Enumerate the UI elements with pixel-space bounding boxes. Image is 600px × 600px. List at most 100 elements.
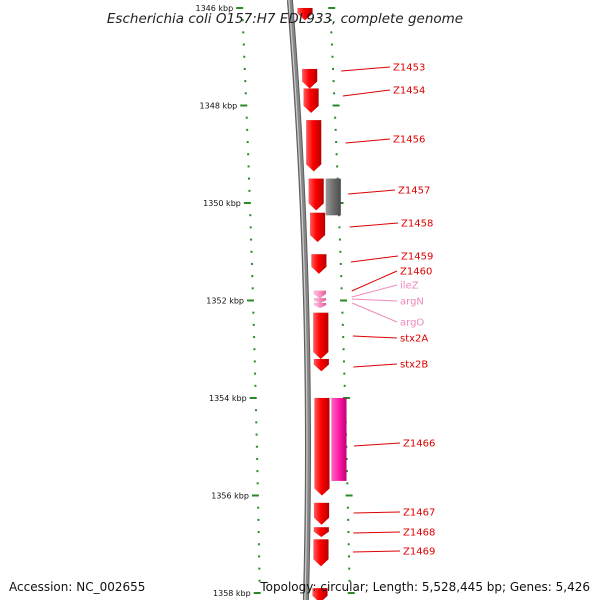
minor-tick-left [249, 226, 252, 229]
gene-label-z1467[interactable]: Z1467 [403, 508, 435, 519]
minor-tick-right [346, 470, 349, 473]
leader-line-z1453 [341, 66, 391, 72]
minor-tick-right [347, 531, 350, 534]
tick-label: 1358 kbp [213, 589, 251, 598]
minor-tick-left [253, 360, 256, 363]
minor-tick-left [257, 531, 260, 534]
gene-label-z1457[interactable]: Z1457 [398, 186, 430, 197]
leader-line-z1454 [342, 89, 391, 97]
minor-tick-left [242, 43, 245, 46]
minor-tick-left [256, 457, 259, 460]
accession-text: Accession: NC_002655 [9, 580, 146, 594]
minor-tick-right [347, 518, 350, 521]
gene-label-z1460[interactable]: Z1460 [400, 267, 432, 278]
minor-tick-right [348, 579, 351, 582]
minor-tick-left [244, 92, 247, 95]
feature-cds-forward-14 [313, 526, 330, 538]
gene-labels: Z1453 Z1454 Z1456 Z1457 Z1458 Z1459 Z1460 ileZ a… [393, 63, 435, 558]
minor-tick-right [334, 116, 337, 119]
major-tick-right [347, 592, 355, 594]
minor-tick-right [341, 323, 344, 326]
leader-line-stx2a [352, 335, 398, 339]
major-tick-right [345, 494, 353, 497]
genome-summary-text: Topology: circular; Length: 5,528,445 bp… [260, 580, 590, 594]
minor-tick-right [342, 348, 345, 351]
minor-tick-left [242, 31, 245, 34]
gene-label-z1453[interactable]: Z1453 [393, 63, 425, 74]
minor-tick-right [348, 567, 351, 570]
feature-cds-forward-4 [308, 178, 324, 211]
minor-tick-left [257, 518, 260, 521]
feature-cds-forward-0 [297, 7, 313, 21]
minor-tick-right [347, 555, 350, 558]
gene-label-z1456[interactable]: Z1456 [393, 135, 425, 146]
minor-tick-right [341, 311, 344, 314]
gene-label-argn[interactable]: argN [400, 297, 424, 308]
major-tick-right [340, 299, 348, 302]
minor-tick-right [330, 31, 333, 34]
gene-label-z1458[interactable]: Z1458 [401, 219, 433, 230]
backbone-line [287, 0, 310, 600]
leader-line-z1469 [352, 550, 401, 553]
gene-label-z1468[interactable]: Z1468 [403, 528, 435, 539]
minor-tick-right [343, 384, 346, 387]
minor-tick-right [340, 287, 343, 290]
minor-tick-left [253, 336, 256, 339]
major-tick-left [243, 202, 251, 204]
minor-tick-left [254, 372, 257, 375]
minor-tick-left [249, 214, 252, 217]
minor-tick-right [345, 457, 348, 460]
gene-label-stx2a[interactable]: stx2A [400, 334, 428, 345]
leader-line-z1457 [348, 189, 396, 195]
feature-cds-forward-1 [301, 68, 318, 89]
minor-tick-right [340, 275, 343, 278]
minor-tick-left [248, 189, 251, 192]
feature-track [297, 7, 347, 600]
gene-label-stx2b[interactable]: stx2B [400, 360, 428, 371]
minor-tick-right [332, 67, 335, 70]
minor-tick-left [252, 323, 255, 326]
gene-label-z1466[interactable]: Z1466 [403, 439, 435, 450]
tick-label: 1356 kbp [211, 492, 249, 501]
leader-line-z1458 [349, 222, 399, 228]
major-tick-left [249, 397, 257, 399]
minor-tick-right [335, 141, 338, 144]
gene-label-z1454[interactable]: Z1454 [393, 86, 425, 97]
feature-cds-forward-16 [312, 587, 328, 600]
minor-tick-left [245, 116, 248, 119]
gene-label-z1469[interactable]: Z1469 [403, 547, 435, 558]
feature-trna-forward-8 [313, 297, 327, 304]
feature-misc-reverse-0 [325, 178, 342, 216]
feature-rrna-reverse-1 [331, 397, 347, 482]
leader-line-stx2b [353, 363, 398, 368]
gene-label-z1459[interactable]: Z1459 [401, 252, 433, 263]
tick-label: 1346 kbp [195, 4, 233, 13]
gene-label-ilez[interactable]: ileZ [400, 281, 419, 292]
scale-ticks: 1346 kbp 1348 kbp 1350 kbp 1352 kbp 1354 kbp… [195, 4, 355, 598]
major-tick-right [328, 7, 336, 9]
gene-label-argo[interactable]: argO [400, 318, 424, 329]
feature-cds-forward-15 [313, 539, 329, 567]
minor-tick-left [244, 80, 247, 83]
minor-tick-left [254, 384, 257, 387]
minor-tick-left [258, 555, 261, 558]
feature-cds-forward-3 [305, 119, 322, 172]
major-tick-left [253, 592, 261, 594]
feature-cds-forward-11 [313, 358, 330, 372]
feature-trna-forward-7 [313, 290, 327, 299]
minor-tick-left [250, 262, 253, 265]
feature-cds-forward-6 [311, 253, 327, 275]
minor-tick-right [334, 128, 337, 131]
minor-tick-left [255, 409, 258, 412]
label-leader-lines [341, 66, 401, 553]
minor-tick-right [338, 226, 341, 229]
minor-tick-left [243, 67, 246, 70]
feature-trna-forward-9 [313, 302, 327, 309]
minor-tick-right [338, 238, 341, 241]
minor-tick-left [250, 250, 253, 253]
minor-tick-left [247, 165, 250, 168]
leader-line-z1467 [353, 511, 401, 514]
minor-tick-right [331, 55, 334, 58]
